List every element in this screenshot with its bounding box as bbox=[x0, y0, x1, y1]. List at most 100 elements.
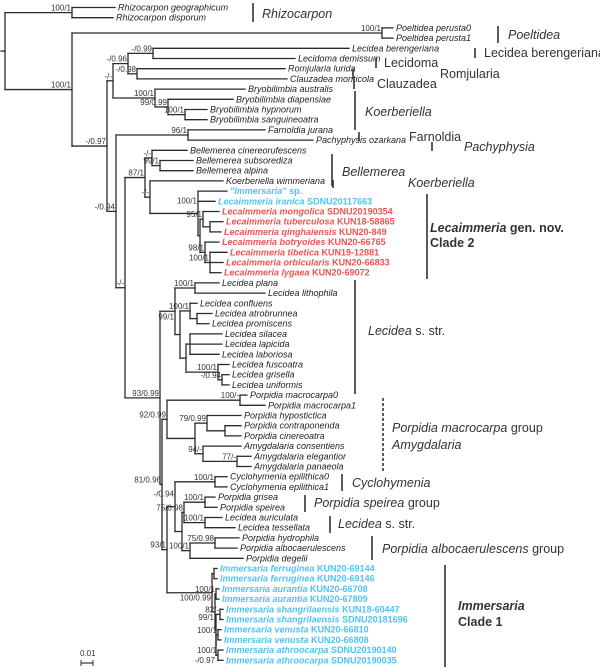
taxon-name: Porpidia macrocarpa1 bbox=[268, 400, 356, 410]
clade-label: Poeltidea bbox=[508, 28, 560, 42]
taxon-label: Bellemerea alpina bbox=[196, 166, 268, 176]
taxon-name: Bryobilimbia diapensiae bbox=[236, 94, 331, 104]
taxon-label: Amygdalaria panaeola bbox=[253, 462, 344, 472]
taxon-name: Lecidoma demissum bbox=[298, 54, 381, 64]
clade-label-part: Clauzadea bbox=[377, 77, 437, 91]
support-value: 100/1 bbox=[51, 81, 72, 90]
support-value: 100/1 bbox=[134, 89, 155, 98]
clade-label-part: Lecaimmeria bbox=[430, 221, 506, 235]
support-value: -/0.94 bbox=[95, 202, 116, 211]
taxon-label: Lecaimmeria qinghaiensis KUN20-849 bbox=[224, 227, 387, 237]
taxon-name: Lecaimmeria orbicularis bbox=[226, 258, 330, 268]
clade-label-part: Lecidoma bbox=[384, 56, 438, 70]
clade-annotation: Farnoldia bbox=[358, 130, 461, 144]
support-value: 100/1 bbox=[174, 279, 195, 288]
taxon-name: "Immersaria" bbox=[230, 186, 287, 196]
specimen-code: KUN20-849 bbox=[337, 227, 387, 237]
support-value: 100/- bbox=[221, 391, 240, 400]
taxon-label: Bellemerea cinereorufescens bbox=[190, 145, 307, 155]
support-value: 82/- bbox=[205, 605, 219, 614]
support-values: 100/1100/1-/0.99-/0.98-/0.96100/199/0.99… bbox=[51, 4, 382, 666]
taxon-name: Lecaimmeria tuberculosa bbox=[226, 217, 335, 227]
specimen-code: SDNU20190354 bbox=[325, 207, 393, 217]
taxon-label: Rhizocarpon disporum bbox=[116, 13, 207, 23]
support-value: 93/1 bbox=[150, 541, 166, 550]
clade-label: Bellemerea bbox=[342, 165, 405, 179]
support-value: 99/1 bbox=[198, 613, 214, 622]
taxon-name: Bellemerea alpina bbox=[196, 166, 268, 176]
support-value: 99/0.99 bbox=[140, 98, 167, 107]
taxon-name: Lecaimmeria iranica bbox=[218, 196, 305, 206]
support-value: 100/1 bbox=[184, 493, 205, 502]
clade-label-part: Koerberiella bbox=[365, 105, 432, 119]
taxon-label: Immersaria shangrilaensis KUN18-60447 bbox=[226, 604, 400, 614]
clade-label: Rhizocarpon bbox=[262, 7, 332, 21]
clade-label-part: Rhizocarpon bbox=[262, 7, 332, 21]
clade-label: Lecidea s. str. bbox=[368, 324, 445, 338]
specimen-code: KUN18-58865 bbox=[335, 217, 395, 227]
clade-label: Porpidia speirea group bbox=[314, 496, 440, 510]
taxon-label: Bryobilimbia sanguineoatra bbox=[210, 115, 319, 125]
taxon-label: Immersaria ferruginea KUN20-69146 bbox=[220, 574, 375, 584]
clade-annotation: Porpidia albocaerulescens group bbox=[371, 536, 564, 560]
clade-annotation: Clauzadea bbox=[353, 77, 437, 91]
clade-annotation: Lecidea s. str. bbox=[354, 280, 445, 394]
taxon-name: Clauzadea monticola bbox=[290, 74, 374, 84]
taxon-name: Immersaria shangrilaensis bbox=[226, 615, 340, 625]
clade-annotation: Porpidia macrocarpa group Amygdalaria bbox=[382, 398, 543, 472]
taxon-name: Immersaria athroocarpa bbox=[226, 645, 329, 655]
clade-label-part: Porpidia speirea bbox=[314, 496, 404, 510]
taxon-label: Lecidea promiscens bbox=[212, 319, 293, 329]
taxon-name: Lecidea auriculata bbox=[225, 513, 298, 523]
support-value: 100/1 bbox=[197, 646, 218, 655]
taxon-label: Immersaria aurantia KUN20-66708 bbox=[222, 584, 368, 594]
taxon-name: Poeltidea perusta0 bbox=[396, 23, 471, 33]
specimen-code: KUN20-66808 bbox=[309, 635, 369, 645]
taxon-label: Porpidia degelii bbox=[246, 553, 309, 563]
taxon-label: Lecidea plana bbox=[222, 278, 278, 288]
taxon-name: Immersaria aurantia bbox=[222, 594, 308, 604]
taxon-label: Lecidea lapicida bbox=[225, 339, 290, 349]
clade-label-part: s. str. bbox=[382, 517, 415, 531]
taxon-name: Bryobilimbia sanguineoatra bbox=[210, 115, 319, 125]
support-value: 100/1 bbox=[197, 363, 218, 372]
taxon-label: Lecidea confluens bbox=[200, 298, 273, 308]
support-value: 100/1 bbox=[164, 106, 185, 115]
clade-annotation: Cyclohymenia bbox=[341, 474, 431, 491]
taxon-name: Lecaimmeria lygaea bbox=[224, 268, 310, 278]
taxon-name: Immersaria shangrilaensis bbox=[226, 604, 340, 614]
specimen-code: SDNU20190140 bbox=[329, 645, 397, 655]
support-value: 95/1 bbox=[186, 210, 202, 219]
support-value: -/0.99 bbox=[132, 44, 153, 53]
clade-annotation: Lecidea berengeriana bbox=[474, 46, 600, 60]
clade-label-part: gen. nov. bbox=[506, 221, 563, 235]
clade-annotation: Lecaimmeria gen. nov. Clade 2 bbox=[426, 194, 564, 279]
specimen-code: KUN20-66765 bbox=[326, 237, 386, 247]
taxon-label: Porpidia grisea bbox=[218, 492, 278, 502]
clade-annotation: Bellemerea bbox=[331, 154, 405, 186]
taxon-name: Immersaria ferruginea bbox=[220, 574, 315, 584]
support-value: 79/0.99 bbox=[179, 414, 206, 423]
taxon-label: Lecaimmeria orbicularis KUN20-66833 bbox=[226, 258, 390, 268]
clade-annotation: Pachyphysia bbox=[431, 140, 535, 154]
support-value: 100/1 bbox=[194, 473, 215, 482]
support-value: 92/0.99 bbox=[139, 410, 166, 419]
taxon-label: Bryobilimbia australis bbox=[248, 84, 334, 94]
support-value: -/0.97 bbox=[195, 656, 216, 665]
clade-label-line2: Clade 2 bbox=[430, 236, 475, 250]
support-value: 94/- bbox=[188, 445, 202, 454]
taxon-label: Pachyphysis ozarkana bbox=[316, 135, 406, 145]
clade-label: Romjularia bbox=[440, 67, 500, 81]
taxon-name: Lecaimmeria qinghaiensis bbox=[224, 227, 337, 237]
taxon-label: Poeltidea perusta1 bbox=[396, 33, 471, 43]
clade-label-part: group bbox=[507, 421, 542, 435]
taxon-name: Amygdalaria elegantior bbox=[253, 451, 347, 461]
support-value: -/- bbox=[116, 279, 124, 288]
clade-label-part: group bbox=[529, 542, 564, 556]
taxon-label: Porpidia contraponenda bbox=[244, 421, 340, 431]
specimen-code: KUN20-66833 bbox=[330, 258, 390, 268]
clade-label-part: Porpidia macrocarpa bbox=[392, 421, 507, 435]
specimen-code: SDNU20181696 bbox=[340, 615, 408, 625]
